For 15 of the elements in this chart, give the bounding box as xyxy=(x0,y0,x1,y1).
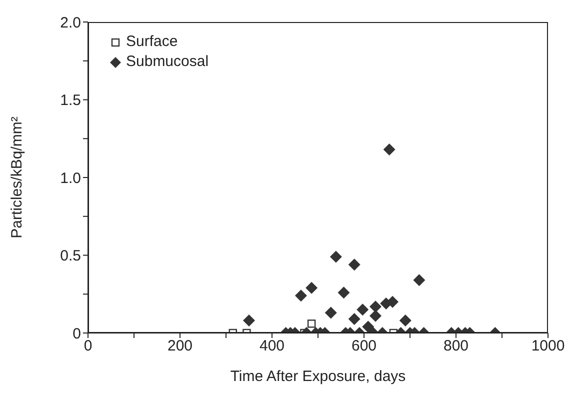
x-tick-label: 0 xyxy=(84,338,92,355)
x-tick-label: 1000 xyxy=(531,338,565,355)
y-tick-label: 1.5 xyxy=(60,92,81,110)
y-tick-label: 2.0 xyxy=(60,14,81,32)
x-tick-label: 200 xyxy=(167,338,193,355)
x-tick-label: 800 xyxy=(443,338,469,355)
legend-label: Submucosal xyxy=(126,52,209,72)
y-tick-label: 0.5 xyxy=(60,248,81,265)
x-tick-label: 600 xyxy=(351,338,377,355)
y-tick-label: 1.0 xyxy=(60,170,81,187)
x-tick-label: 400 xyxy=(259,338,285,355)
y-axis-title: Particles/kBq/mm² xyxy=(8,116,26,238)
y-tick-label: 0 xyxy=(72,325,81,342)
legend-label: Surface xyxy=(126,32,178,52)
x-axis-title: Time After Exposure, days xyxy=(230,368,406,385)
